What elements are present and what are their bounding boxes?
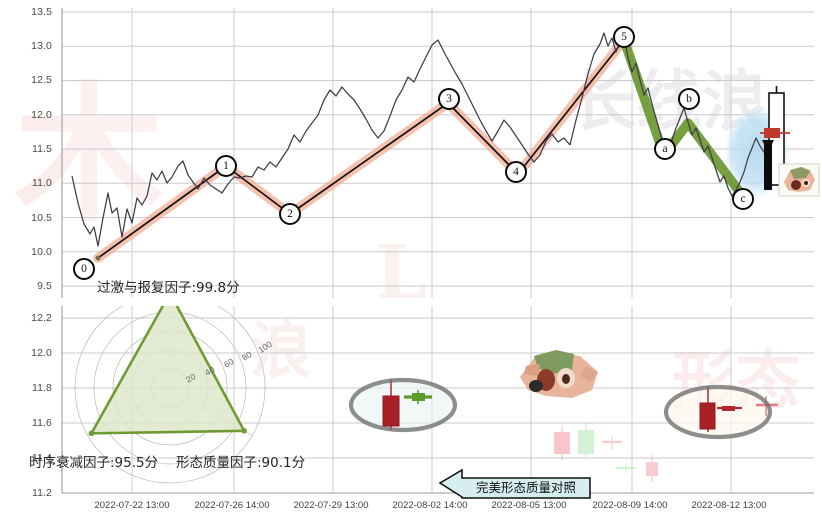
wave-label-3[interactable]: 3 [438, 88, 460, 110]
lower-ytick-0: 12.2 [31, 312, 52, 324]
upper-ytick-3: 12.0 [31, 109, 52, 121]
xtick-4: 2022-08-05 13:00 [491, 500, 567, 511]
upper-ytick-7: 10.0 [31, 246, 52, 258]
pattern-comparison-callout-label[interactable]: 完美形态质量对照 [475, 480, 576, 495]
radar-data-polygon [90, 306, 246, 435]
faint-candles [554, 423, 658, 482]
wave-label-c[interactable]: c [732, 188, 754, 210]
radar-vertices [88, 428, 247, 437]
wave-label-4[interactable]: 4 [505, 161, 527, 183]
correction-highlight-band [619, 35, 747, 200]
highlight-ellipse-right [663, 384, 773, 440]
callout-arrow-shape [438, 468, 591, 499]
lower-ytick-5: 11.2 [31, 487, 52, 499]
xtick-0: 2022-07-22 13:00 [94, 500, 170, 511]
xtick-6: 2022-08-12 13:00 [691, 500, 767, 511]
upper-ytick-5: 11.0 [31, 177, 52, 189]
decorative-collage-center [520, 350, 598, 398]
wave-label-1[interactable]: 1 [215, 155, 237, 177]
xtick-1: 2022-07-26 14:00 [194, 500, 270, 511]
upper-ytick-4: 11.5 [31, 143, 52, 155]
xtick-3: 2022-08-02 14:00 [392, 500, 468, 511]
black-arrow-marker [762, 140, 774, 190]
lower-ytick-2: 11.8 [31, 382, 52, 394]
upper-ytick-8: 9.5 [37, 280, 52, 292]
wave-label-2[interactable]: 2 [279, 203, 301, 225]
upper-gridlines-h [62, 11, 814, 287]
upper-ytick-0: 13.5 [31, 6, 52, 18]
highlight-ellipse-left [348, 377, 458, 433]
xtick-2: 2022-07-29 13:00 [293, 500, 369, 511]
wave-label-b[interactable]: b [678, 88, 700, 110]
upper-ytick-6: 10.5 [31, 212, 52, 224]
candle-group-left [348, 377, 458, 433]
candle-group-right [663, 384, 778, 440]
factor-score-pattern-quality: 形态质量因子:90.1分 [176, 455, 306, 471]
wave-label-5[interactable]: 5 [613, 26, 635, 48]
price-line-correction [569, 32, 785, 197]
decorative-thumbnail-right [778, 163, 820, 197]
wave-label-0[interactable]: 0 [73, 258, 95, 280]
impulse-skeleton-line [97, 39, 625, 259]
wave-label-a[interactable]: a [654, 138, 676, 160]
factor-score-aggression: 过激与报复因子:99.8分 [97, 280, 240, 296]
upper-ytick-1: 13.0 [31, 40, 52, 52]
lower-ytick-1: 12.0 [31, 347, 52, 359]
factor-score-time-decay: 时序衰减因子:95.5分 [29, 455, 159, 471]
radar-chart [74, 306, 266, 484]
xtick-5: 2022-08-09 14:00 [592, 500, 668, 511]
price-line [71, 39, 571, 247]
lower-ytick-4: 11.4 [31, 452, 52, 464]
upper-ytick-2: 12.5 [31, 74, 52, 86]
lower-ytick-3: 11.6 [31, 417, 52, 429]
